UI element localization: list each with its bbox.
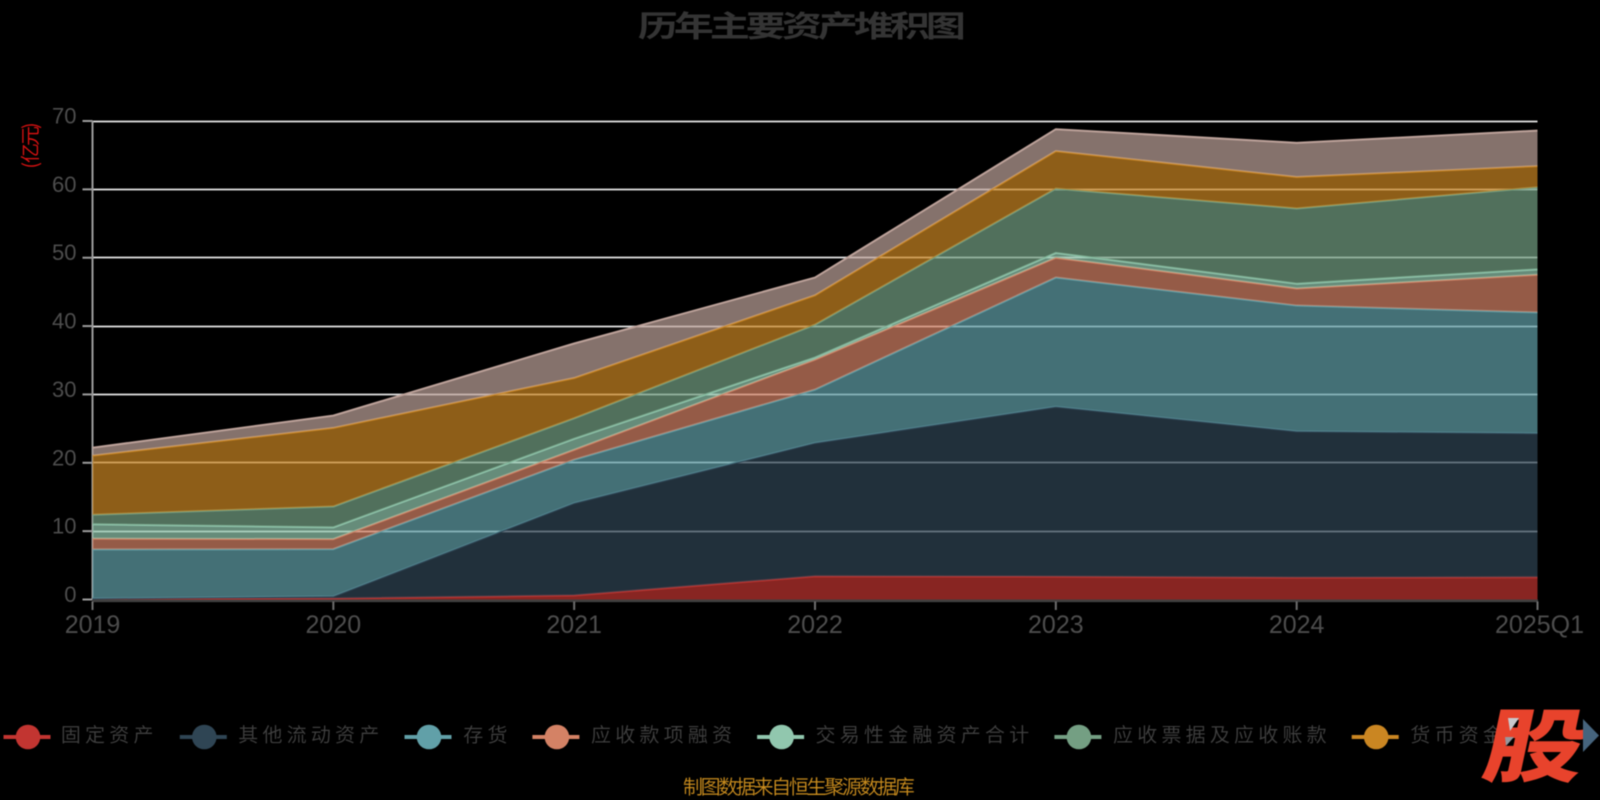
svg-text:50: 50 <box>52 240 76 265</box>
svg-text:2024: 2024 <box>1269 611 1325 639</box>
svg-text:2025Q1: 2025Q1 <box>1495 611 1584 639</box>
svg-text:2019: 2019 <box>65 611 121 639</box>
svg-text:60: 60 <box>52 172 76 197</box>
svg-text:2023: 2023 <box>1028 611 1084 639</box>
svg-text:30: 30 <box>52 377 76 402</box>
svg-text:2020: 2020 <box>306 611 362 639</box>
svg-text:2022: 2022 <box>787 611 843 639</box>
svg-text:70: 70 <box>52 104 76 129</box>
svg-text:40: 40 <box>52 309 76 334</box>
svg-text:2021: 2021 <box>546 611 602 639</box>
svg-text:0: 0 <box>64 582 76 607</box>
svg-text:20: 20 <box>52 445 76 470</box>
svg-text:10: 10 <box>52 514 76 539</box>
